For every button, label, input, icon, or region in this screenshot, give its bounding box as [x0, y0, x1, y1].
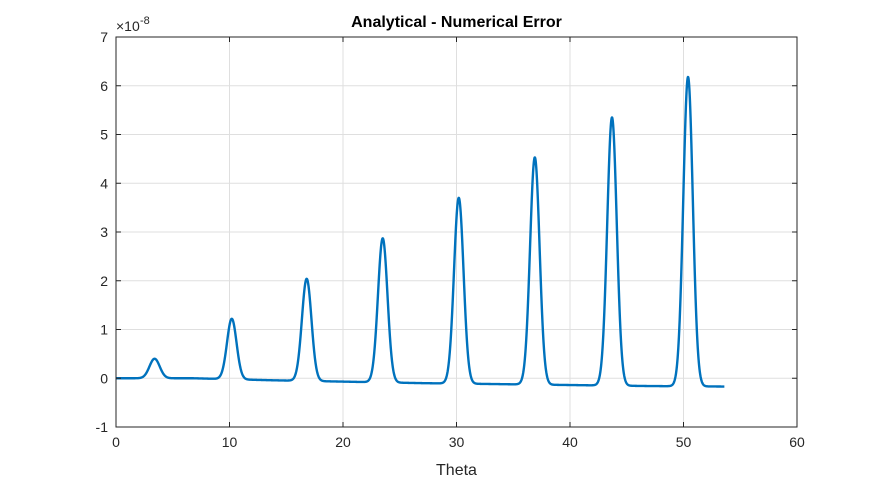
series-layer — [114, 75, 726, 388]
y-tick-label: 4 — [100, 175, 108, 191]
x-axis-label: Theta — [436, 462, 477, 479]
y-tick-label: 6 — [100, 78, 108, 94]
y-scale-factor-base: ×10 — [116, 18, 140, 34]
y-tick-label: 0 — [100, 370, 108, 386]
x-tick-label: 20 — [335, 434, 351, 450]
tick-marks — [115, 36, 798, 428]
x-tick-label: 40 — [562, 434, 578, 450]
y-tick-label: 3 — [100, 224, 108, 240]
x-tick-label: 60 — [789, 434, 805, 450]
y-scale-factor-exponent: -8 — [140, 15, 150, 27]
y-tick-label: 7 — [100, 29, 108, 45]
x-tick-label: 10 — [222, 434, 238, 450]
y-tick-label: 2 — [100, 273, 108, 289]
x-tick-label: 50 — [676, 434, 692, 450]
y-tick-label: -1 — [96, 419, 109, 435]
x-tick-label: 30 — [449, 434, 465, 450]
y-tick-label: 5 — [100, 127, 108, 143]
chart-title: Analytical - Numerical Error — [351, 14, 562, 31]
x-tick-label: 0 — [112, 434, 120, 450]
y-tick-label: 1 — [100, 322, 108, 338]
series-line — [114, 75, 726, 388]
